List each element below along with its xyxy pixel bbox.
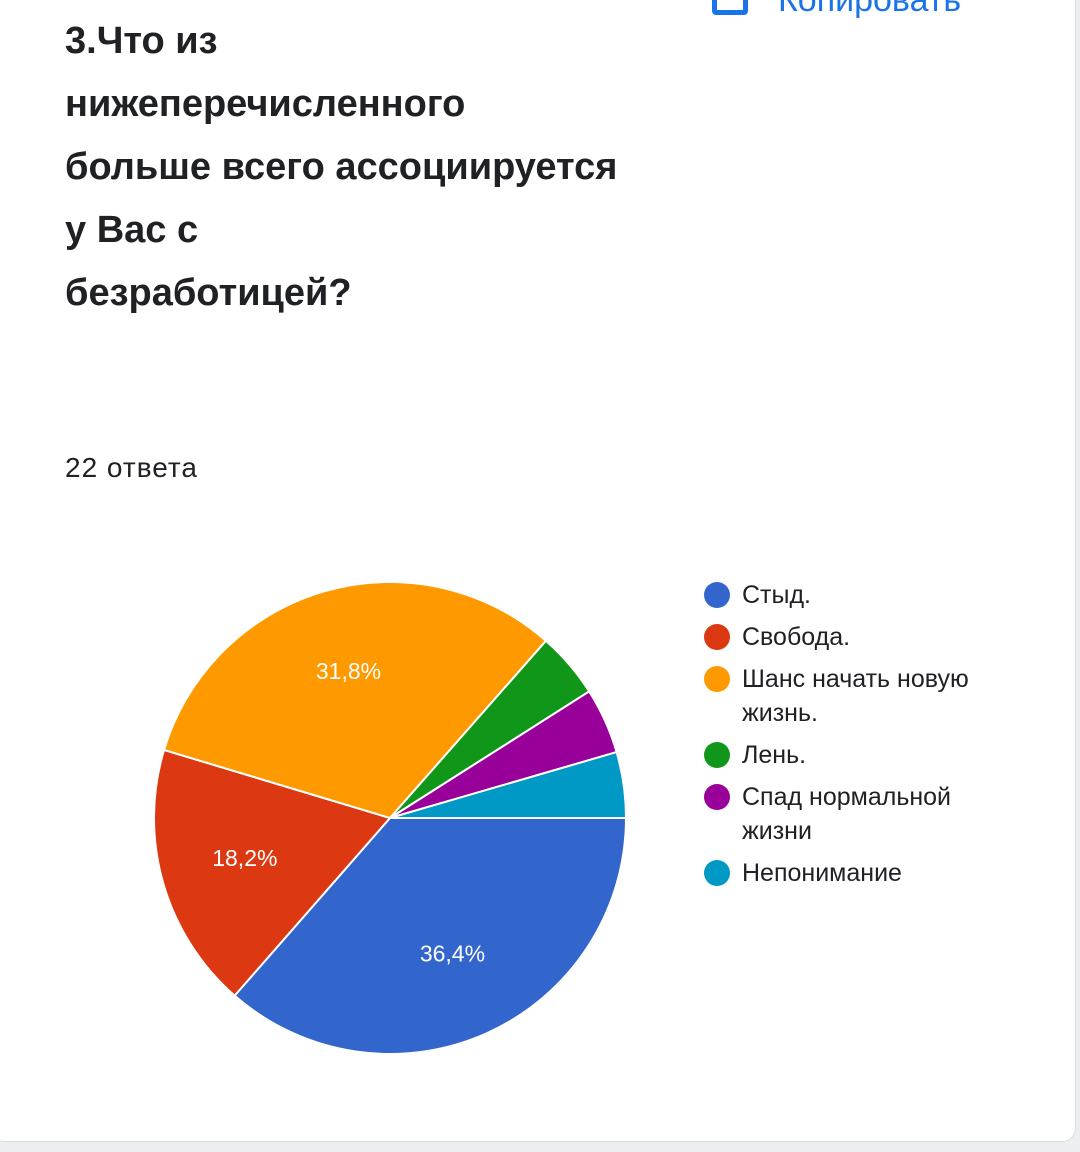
- chart-title: 3.Что из нижеперечисленного больше всего а…: [65, 10, 617, 325]
- slice-label: 31,8%: [316, 658, 381, 684]
- copy-button[interactable]: Копировать: [712, 0, 961, 22]
- legend-label: Лень.: [742, 741, 807, 769]
- legend-swatch: [704, 624, 730, 650]
- title-line: 3.Что из: [65, 20, 218, 62]
- legend-item: Спад нормальной жизни: [704, 780, 1004, 848]
- legend-item: Шанс начать новую жизнь.: [704, 662, 1004, 730]
- legend-swatch: [704, 742, 730, 768]
- title-line: больше всего ассоциируется: [65, 146, 618, 188]
- legend-item: Свобода.: [704, 620, 1004, 654]
- legend: Стыд. Свобода. Шанс начать новую жизнь. Лен…: [704, 578, 1004, 898]
- legend-swatch: [704, 784, 730, 810]
- legend-swatch: [704, 666, 730, 692]
- legend-swatch: [704, 582, 730, 608]
- title-line: безработицей?: [65, 272, 352, 314]
- pie-slice: [233, 817, 628, 1055]
- legend-label: Стыд.: [742, 581, 812, 609]
- legend-label: Шанс начать новую жизнь.: [742, 665, 969, 727]
- legend-item: Лень.: [704, 738, 1004, 772]
- legend-label: Спад нормальной жизни: [742, 783, 952, 845]
- pie-slice: [153, 748, 392, 998]
- legend-item: Стыд.: [704, 578, 1004, 612]
- legend-swatch: [704, 860, 730, 886]
- copy-label: Копировать: [778, 0, 961, 20]
- slice-label: 36,4%: [420, 941, 485, 967]
- title-line: у Вас с: [65, 209, 199, 251]
- slice-label: 18,2%: [212, 845, 277, 871]
- pie-slice: [162, 581, 548, 820]
- title-line: нижеперечисленного: [65, 83, 466, 125]
- pie-slice: [389, 750, 628, 819]
- response-count: 22 ответа: [65, 452, 198, 483]
- legend-item: Непонимание: [704, 856, 1004, 890]
- legend-label: Непонимание: [742, 859, 902, 887]
- legend-label: Свобода.: [742, 623, 851, 651]
- copy-icon: [712, 0, 748, 15]
